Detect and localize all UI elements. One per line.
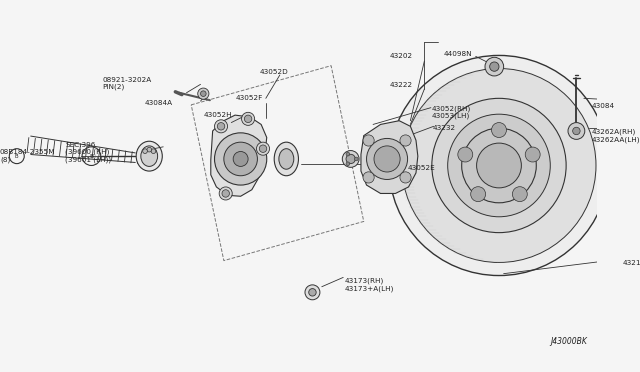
Circle shape: [490, 62, 499, 71]
Circle shape: [257, 142, 269, 155]
Circle shape: [492, 123, 506, 138]
Circle shape: [402, 68, 596, 263]
Text: 43262A(RH)
43262AA(LH): 43262A(RH) 43262AA(LH): [591, 129, 640, 142]
Circle shape: [513, 187, 527, 202]
Circle shape: [367, 138, 408, 179]
Circle shape: [259, 145, 267, 153]
Circle shape: [346, 152, 349, 156]
Circle shape: [525, 147, 540, 162]
Circle shape: [400, 172, 411, 183]
Circle shape: [374, 146, 400, 172]
Text: 43173(RH)
43173+A(LH): 43173(RH) 43173+A(LH): [345, 278, 394, 292]
Circle shape: [147, 147, 152, 152]
Polygon shape: [361, 121, 418, 193]
Text: 08921-3202A
PIN(2): 08921-3202A PIN(2): [102, 77, 152, 90]
Text: 43052F: 43052F: [236, 95, 263, 101]
Ellipse shape: [274, 142, 298, 176]
Circle shape: [342, 151, 359, 167]
Circle shape: [355, 157, 358, 161]
Text: 08B184-2355M
(8): 08B184-2355M (8): [0, 150, 56, 163]
Text: SEC.396
(39600 (RH)
(39601 (LH)): SEC.396 (39600 (RH) (39601 (LH)): [65, 142, 111, 163]
Circle shape: [346, 154, 355, 164]
Circle shape: [568, 123, 585, 140]
Ellipse shape: [279, 149, 294, 169]
Text: B: B: [15, 154, 19, 158]
Text: 43222: 43222: [390, 82, 413, 88]
Circle shape: [244, 115, 252, 123]
Text: 43084: 43084: [591, 103, 614, 109]
Circle shape: [308, 289, 316, 296]
Ellipse shape: [136, 141, 163, 171]
Text: 44098N: 44098N: [444, 51, 472, 58]
Circle shape: [198, 88, 209, 99]
Circle shape: [461, 128, 536, 203]
Text: 43052(RH)
43053(LH): 43052(RH) 43053(LH): [432, 105, 471, 119]
Circle shape: [200, 91, 206, 96]
Circle shape: [143, 149, 147, 154]
Circle shape: [485, 57, 504, 76]
Circle shape: [477, 143, 522, 188]
Text: 43202: 43202: [390, 53, 413, 60]
Circle shape: [363, 172, 374, 183]
Text: B: B: [89, 154, 93, 158]
Circle shape: [448, 114, 550, 217]
Circle shape: [151, 149, 156, 154]
Text: 43052H: 43052H: [204, 112, 232, 118]
Ellipse shape: [141, 146, 157, 166]
Text: 43232: 43232: [433, 125, 456, 131]
Circle shape: [573, 127, 580, 135]
Circle shape: [222, 190, 229, 197]
Circle shape: [214, 133, 267, 185]
Circle shape: [224, 142, 257, 176]
Circle shape: [241, 112, 255, 125]
Circle shape: [470, 187, 486, 202]
Text: 43052D: 43052D: [259, 69, 288, 75]
Circle shape: [219, 187, 232, 200]
Text: 43217: 43217: [623, 260, 640, 266]
Polygon shape: [211, 115, 267, 196]
Text: 43084A: 43084A: [145, 100, 173, 106]
Circle shape: [214, 120, 228, 133]
Circle shape: [400, 135, 411, 146]
Circle shape: [389, 55, 609, 276]
Text: J43000BK: J43000BK: [550, 337, 588, 346]
Circle shape: [346, 162, 349, 166]
Circle shape: [432, 98, 566, 232]
Circle shape: [458, 147, 473, 162]
Circle shape: [305, 285, 320, 300]
Circle shape: [363, 135, 374, 146]
Circle shape: [233, 151, 248, 166]
Text: 43052E: 43052E: [408, 165, 435, 171]
Circle shape: [218, 123, 225, 130]
